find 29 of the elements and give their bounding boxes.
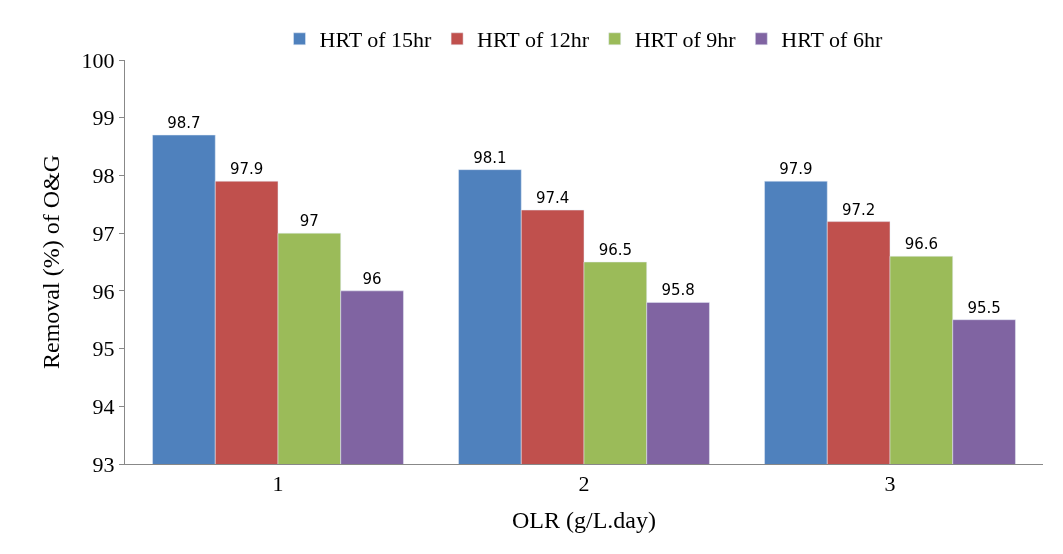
x-axis-title: OLR (g/L.day) — [512, 506, 656, 533]
data-label: 95.8 — [661, 281, 695, 300]
data-label: 96.6 — [904, 235, 939, 254]
y-tick-label: 93 — [92, 451, 115, 477]
data-label: 97.9 — [229, 160, 264, 179]
data-label: 97.9 — [779, 160, 813, 179]
data-label: 98.7 — [167, 114, 201, 133]
y-tick-label: 99 — [92, 105, 115, 131]
y-tick-label: 100 — [81, 47, 115, 73]
data-label: 97.4 — [535, 189, 570, 208]
y-tick-label: 98 — [92, 163, 115, 189]
legend-label: HRT of 15hr — [319, 27, 433, 53]
data-label: 96 — [362, 269, 382, 288]
legend-label: HRT of 12hr — [477, 27, 590, 53]
legend-label: HRT of 9hr — [634, 27, 737, 53]
data-label: 97.2 — [841, 200, 876, 219]
y-tick-label: 95 — [92, 336, 115, 362]
y-tick-label: 96 — [92, 278, 115, 304]
y-axis-title: Removal (%) of O&G — [37, 155, 64, 369]
x-tick-label: 1 — [272, 471, 284, 497]
data-label: 97 — [299, 212, 319, 231]
data-label: 96.5 — [598, 241, 633, 259]
data-label: 95.5 — [967, 298, 1001, 317]
y-tick-label: 97 — [92, 220, 115, 246]
x-tick-label: 2 — [578, 471, 590, 497]
legend-label: HRT of 6hr — [781, 27, 883, 53]
y-tick-label: 94 — [92, 393, 115, 419]
x-tick-label: 3 — [884, 471, 896, 497]
data-label: 98.1 — [473, 148, 507, 167]
